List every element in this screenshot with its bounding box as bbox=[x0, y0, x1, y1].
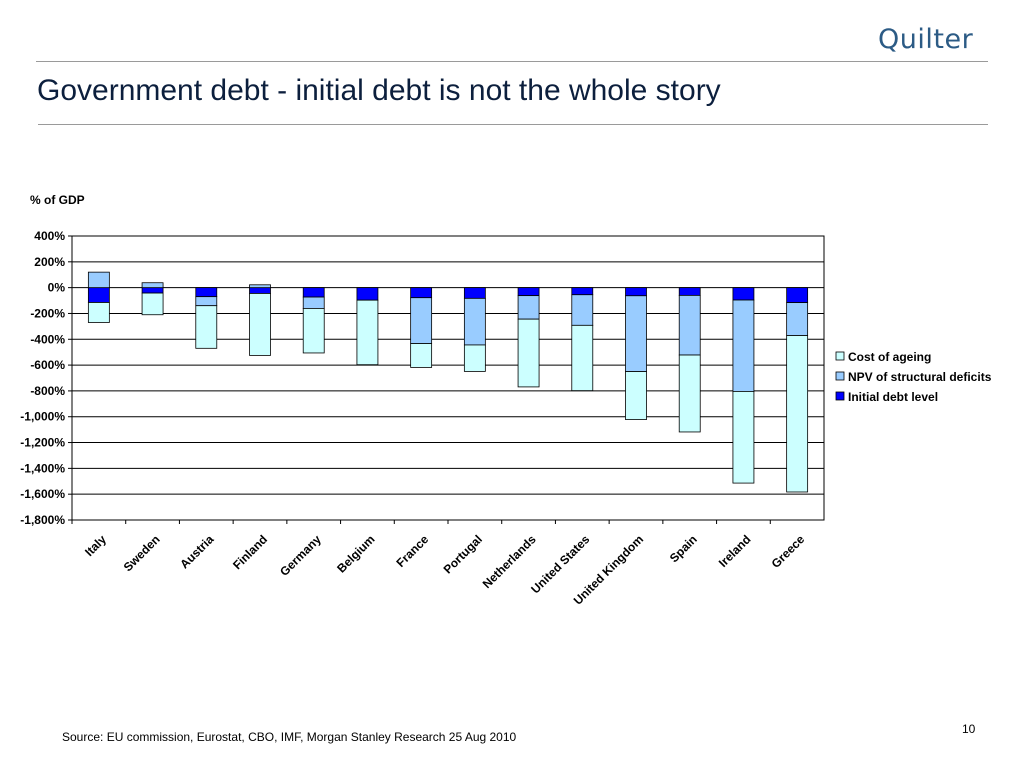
y-tick-label: 0% bbox=[48, 281, 66, 295]
bar-initial-debt-level bbox=[141, 287, 164, 294]
legend-label: Initial debt level bbox=[848, 390, 938, 404]
x-tick-label: Portugal bbox=[441, 532, 485, 576]
y-tick-label: -1,600% bbox=[20, 487, 65, 501]
x-tick-label: Ireland bbox=[716, 532, 754, 570]
bar-npv-of-structural-deficits bbox=[302, 296, 325, 309]
bar-initial-debt-level bbox=[786, 287, 809, 304]
legend-swatch bbox=[835, 371, 845, 381]
bar-cost-of-ageing bbox=[87, 302, 110, 323]
y-tick-label: -200% bbox=[30, 306, 65, 320]
x-tick-label: Germany bbox=[277, 532, 324, 579]
legend-item: Cost of ageing bbox=[835, 350, 931, 364]
y-tick-label: -1,200% bbox=[20, 436, 65, 450]
bar-cost-of-ageing bbox=[571, 324, 594, 392]
y-tick-label: 400% bbox=[34, 229, 65, 243]
bar-cost-of-ageing bbox=[625, 371, 647, 420]
x-tick-label: Sweden bbox=[121, 532, 163, 574]
bar-initial-debt-level bbox=[410, 287, 433, 299]
bar-initial-debt-level bbox=[356, 287, 379, 301]
bar-initial-debt-level bbox=[195, 287, 218, 298]
x-tick-label: Belgium bbox=[334, 532, 377, 575]
header-divider-bottom bbox=[38, 124, 988, 125]
bar-initial-debt-level bbox=[302, 287, 325, 298]
bar-npv-of-structural-deficits bbox=[625, 295, 647, 372]
bar-initial-debt-level bbox=[571, 287, 594, 296]
bar-cost-of-ageing bbox=[141, 292, 164, 316]
page-title: Government debt - initial debt is not th… bbox=[37, 74, 721, 107]
legend-label: Cost of ageing bbox=[848, 350, 931, 364]
legend-item: Initial debt level bbox=[835, 390, 938, 404]
y-tick-label: 200% bbox=[34, 255, 65, 269]
bar-initial-debt-level bbox=[249, 287, 271, 294]
bar-cost-of-ageing bbox=[249, 293, 271, 356]
bar-npv-of-structural-deficits bbox=[195, 296, 218, 307]
y-tick-label: -1,000% bbox=[20, 410, 65, 424]
x-tick-label: Netherlands bbox=[480, 532, 539, 591]
gridlines bbox=[72, 235, 824, 521]
bar-npv-of-structural-deficits bbox=[410, 297, 433, 344]
bar-cost-of-ageing bbox=[678, 354, 701, 433]
bar-npv-of-structural-deficits bbox=[732, 299, 755, 392]
bar-cost-of-ageing bbox=[786, 335, 809, 493]
bar-initial-debt-level bbox=[87, 287, 110, 303]
quilter-logo: Quilter bbox=[878, 24, 974, 55]
legend-swatch bbox=[835, 391, 845, 401]
chart-unit-label: % of GDP bbox=[30, 193, 85, 207]
y-tick-label: -1,400% bbox=[20, 461, 65, 475]
y-tick-label: -600% bbox=[30, 358, 65, 372]
bar-initial-debt-level bbox=[517, 287, 540, 297]
bar-npv-of-structural-deficits bbox=[786, 302, 809, 336]
x-tick-label: Greece bbox=[769, 532, 808, 571]
legend-label: NPV of structural deficits bbox=[848, 370, 992, 384]
bar-npv-of-structural-deficits bbox=[571, 294, 594, 326]
bar-cost-of-ageing bbox=[517, 318, 540, 388]
y-axis-ticks: 400% 200% 0% -200% -400% -600% -800% -1,000% -1,… bbox=[20, 229, 72, 527]
bar-initial-debt-level bbox=[625, 287, 647, 297]
x-tick-label: France bbox=[394, 532, 432, 570]
legend-swatch bbox=[835, 351, 845, 361]
bar-cost-of-ageing bbox=[463, 344, 486, 372]
bar-cost-of-ageing bbox=[195, 305, 218, 349]
bar-initial-debt-level bbox=[678, 287, 701, 296]
bar-npv-of-structural-deficits bbox=[678, 294, 701, 356]
bar-initial-debt-level bbox=[463, 287, 486, 299]
bar-npv-of-structural-deficits bbox=[517, 295, 540, 320]
bar-cost-of-ageing bbox=[732, 391, 755, 484]
x-axis-ticks: Italy Sweden Austria Finland Germany Belgium F… bbox=[71, 520, 808, 608]
bar-cost-of-ageing bbox=[410, 343, 433, 368]
x-tick-label: Italy bbox=[82, 532, 109, 559]
source-note: Source: EU commission, Eurostat, CBO, IM… bbox=[62, 730, 517, 744]
y-tick-label: -400% bbox=[30, 332, 65, 346]
bar-npv-of-structural-deficits bbox=[141, 282, 164, 289]
legend-item: NPV of structural deficits bbox=[835, 370, 992, 384]
plot-area-frame bbox=[71, 235, 825, 521]
bar-cost-of-ageing bbox=[302, 308, 325, 354]
x-tick-label: Finland bbox=[230, 532, 270, 572]
bar-npv-of-structural-deficits bbox=[87, 271, 110, 289]
bar-cost-of-ageing bbox=[356, 299, 379, 366]
page-number: 10 bbox=[962, 722, 976, 736]
y-tick-label: -1,800% bbox=[20, 513, 65, 527]
x-tick-label: Spain bbox=[667, 532, 700, 565]
bars bbox=[87, 271, 809, 493]
legend: Cost of ageing NPV of structural deficits… bbox=[835, 350, 992, 404]
bar-npv-of-structural-deficits bbox=[249, 284, 271, 289]
x-tick-label: Austria bbox=[177, 532, 216, 571]
header-divider-top bbox=[36, 61, 988, 62]
bar-npv-of-structural-deficits bbox=[463, 297, 486, 346]
bar-initial-debt-level bbox=[732, 287, 755, 301]
y-tick-label: -800% bbox=[30, 384, 65, 398]
